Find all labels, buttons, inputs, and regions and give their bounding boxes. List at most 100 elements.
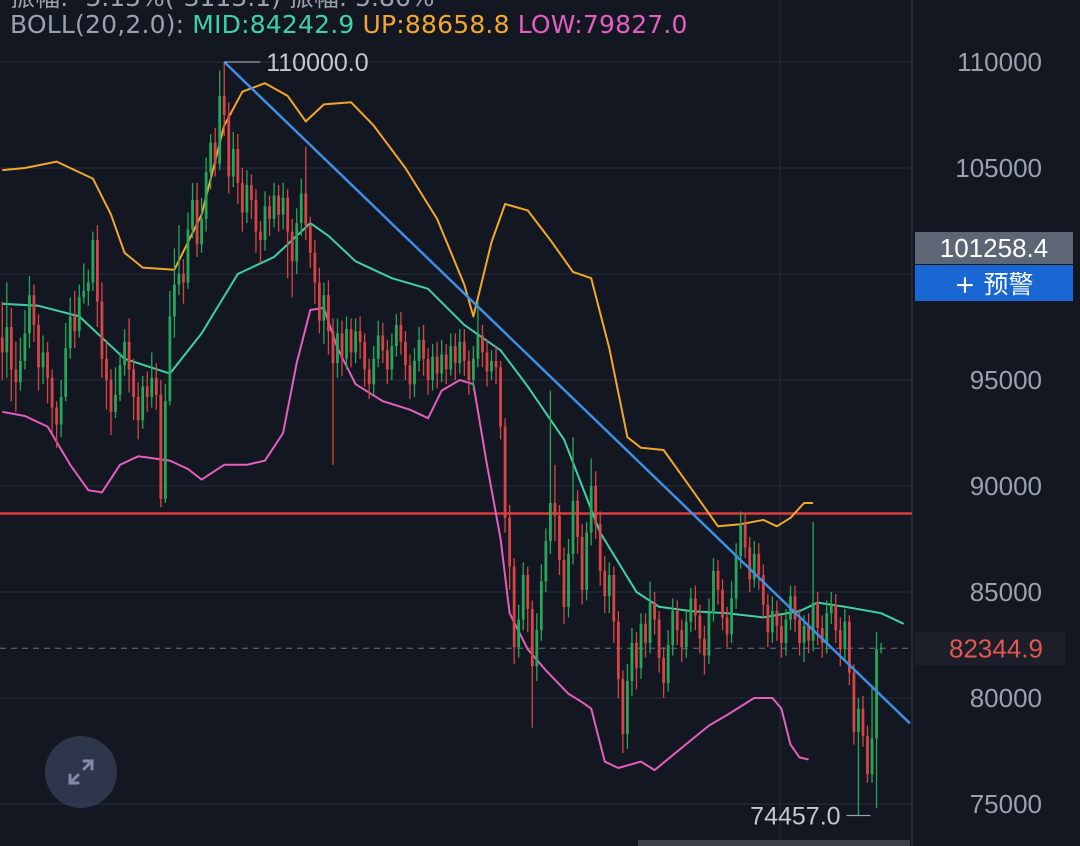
candle xyxy=(91,231,95,291)
candle-body xyxy=(838,630,842,650)
candle-body xyxy=(213,142,217,164)
last-price-tag xyxy=(915,631,1065,666)
candle xyxy=(585,522,589,601)
candle xyxy=(363,333,367,387)
candle xyxy=(299,178,303,236)
candle-body xyxy=(748,547,752,580)
candle xyxy=(644,613,647,658)
candle-body xyxy=(621,678,625,735)
candle xyxy=(530,600,534,728)
candle xyxy=(449,333,453,376)
candle xyxy=(304,146,308,241)
candle-body xyxy=(467,360,471,380)
candle xyxy=(662,647,666,698)
candle xyxy=(5,282,9,378)
candle xyxy=(231,131,235,188)
candle-body xyxy=(471,358,475,380)
candle-body xyxy=(684,621,688,648)
candle xyxy=(417,327,421,372)
alert-button-label[interactable]: + 预警 xyxy=(955,270,1034,299)
candle xyxy=(394,314,398,357)
candle-body xyxy=(37,324,40,368)
candle-body xyxy=(644,623,647,643)
candle xyxy=(770,596,774,643)
candle xyxy=(775,600,779,641)
boll-low-value: LOW:79827.0 xyxy=(517,10,688,39)
candle-body xyxy=(173,284,176,317)
candle-body xyxy=(657,619,661,658)
candle xyxy=(435,341,439,389)
candle-body xyxy=(875,649,878,739)
candle xyxy=(467,350,471,395)
candle xyxy=(9,307,13,402)
crosshair-price-tag xyxy=(915,232,1073,264)
candle-body xyxy=(345,329,348,359)
candle xyxy=(95,225,99,327)
candle xyxy=(141,375,145,429)
candle-body xyxy=(123,341,126,366)
candle-body xyxy=(268,206,271,219)
candle xyxy=(499,360,502,440)
candle-body xyxy=(716,570,720,590)
candle xyxy=(671,598,675,656)
candle-body xyxy=(209,142,213,173)
candle-body xyxy=(114,394,117,412)
candle xyxy=(675,600,679,645)
candle-body xyxy=(766,604,770,633)
candle xyxy=(286,189,290,279)
low-price-label: 74457.0 xyxy=(750,803,840,831)
candle-body xyxy=(394,324,398,347)
candle-body xyxy=(571,500,575,554)
candle xyxy=(807,613,811,654)
candle xyxy=(857,698,860,816)
candle-body xyxy=(648,602,652,643)
candle xyxy=(725,606,729,648)
candle xyxy=(331,318,335,465)
candle-body xyxy=(693,598,697,616)
candle xyxy=(177,225,181,296)
candle xyxy=(743,513,747,559)
candle-body xyxy=(607,575,611,597)
candle xyxy=(621,670,625,754)
candle-body xyxy=(689,598,693,622)
candle xyxy=(494,346,498,385)
candle-body xyxy=(585,532,589,590)
candle xyxy=(68,297,72,359)
candle-body xyxy=(802,625,806,643)
candle-body xyxy=(567,553,570,607)
candle xyxy=(589,458,593,546)
alert-button[interactable] xyxy=(915,265,1073,301)
candle-body xyxy=(118,365,122,395)
candle-body xyxy=(752,553,756,580)
candle xyxy=(28,276,31,349)
candle-body xyxy=(376,335,380,359)
candle-body xyxy=(290,231,294,262)
last-price-text: 82344.9 xyxy=(949,633,1043,663)
candle-body xyxy=(879,648,883,650)
candle-body xyxy=(177,274,181,285)
candle xyxy=(780,615,783,658)
candle-body xyxy=(204,172,208,219)
candle-body xyxy=(730,598,733,635)
expand-button[interactable] xyxy=(45,736,117,808)
y-tick-label: 110000 xyxy=(957,47,1042,77)
y-tick-label: 95000 xyxy=(970,365,1042,395)
candle xyxy=(861,695,865,747)
candle-body xyxy=(544,541,548,582)
y-tick-label: 90000 xyxy=(970,471,1042,501)
candle-body xyxy=(408,365,412,385)
candle-body xyxy=(340,333,344,359)
candle-body xyxy=(236,148,240,183)
candle xyxy=(422,324,425,376)
candle xyxy=(376,320,380,368)
candle-body xyxy=(286,197,290,232)
candle xyxy=(626,664,629,749)
candle xyxy=(372,346,376,395)
candle-body xyxy=(548,502,552,542)
candle-body xyxy=(64,348,68,397)
candle-body xyxy=(635,642,638,669)
candle-body xyxy=(825,613,829,643)
candle xyxy=(603,555,607,614)
candle xyxy=(327,280,330,355)
